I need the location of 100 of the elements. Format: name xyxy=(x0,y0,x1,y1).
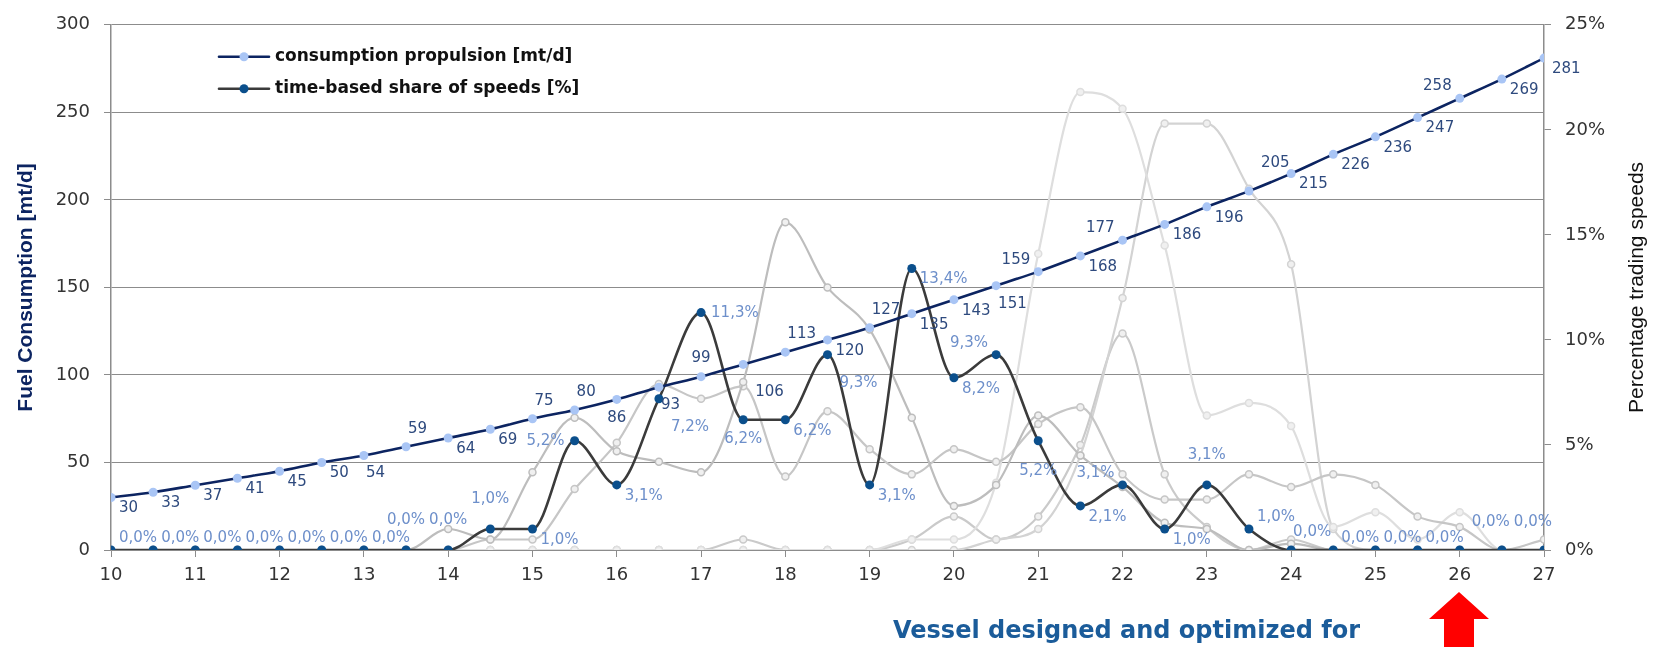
data-label: 0,0% xyxy=(161,527,200,546)
data-label: 64 xyxy=(456,438,476,457)
y2-axis-title: Percentage trading speeds xyxy=(1623,161,1647,413)
data-label: 0,0% xyxy=(1293,521,1332,540)
data-label: 196 xyxy=(1214,207,1244,226)
y-axis-title: Fuel Consumption [mt/d] xyxy=(13,163,37,412)
data-label: 0,0% xyxy=(287,527,326,546)
data-label: 0,0% xyxy=(371,527,410,546)
data-label: 1,0% xyxy=(1172,529,1211,548)
data-label: 11,3% xyxy=(711,302,759,321)
x-tick-label: 13 xyxy=(352,563,376,585)
data-label: 151 xyxy=(998,293,1027,312)
data-label: 0,0% xyxy=(203,527,242,546)
x-tick-label: 20 xyxy=(942,563,966,585)
data-label: 113 xyxy=(787,324,816,343)
data-label: 168 xyxy=(1088,256,1118,275)
x-tick-label: 15 xyxy=(521,563,544,585)
data-label: 258 xyxy=(1423,76,1452,95)
data-label: 186 xyxy=(1172,225,1202,244)
data-label: 9,3% xyxy=(949,332,989,351)
data-label: 281 xyxy=(1552,58,1581,77)
y-tick-label: 100 xyxy=(55,362,90,384)
x-tick-label: 10 xyxy=(99,563,123,585)
data-label: 2,1% xyxy=(1088,506,1127,525)
data-label: 0,0% xyxy=(1471,511,1510,530)
y-tick-label: 150 xyxy=(55,275,90,297)
data-label: 3,1% xyxy=(1076,462,1115,481)
data-label: 30 xyxy=(119,498,139,517)
data-label: 0,0% xyxy=(1341,527,1380,546)
x-tick-label: 17 xyxy=(689,563,713,585)
y2-tick-label: 5% xyxy=(1565,432,1594,454)
data-label: 143 xyxy=(961,300,991,319)
data-label: 247 xyxy=(1425,118,1455,137)
data-label: 80 xyxy=(576,381,596,400)
x-tick-label: 16 xyxy=(605,563,629,585)
y-tick-label: 50 xyxy=(67,450,90,472)
y-tick-label: 250 xyxy=(55,100,90,122)
data-label: 45 xyxy=(287,472,307,491)
x-tick-label: 24 xyxy=(1279,563,1303,585)
data-label: 236 xyxy=(1383,137,1413,156)
x-tick-label: 12 xyxy=(268,563,292,585)
x-tick-label: 11 xyxy=(183,563,207,585)
data-label: 0,0% xyxy=(429,509,468,528)
data-label: 205 xyxy=(1260,153,1290,171)
data-label: 215 xyxy=(1299,174,1328,193)
data-label: 41 xyxy=(245,479,265,498)
x-tick-label: 18 xyxy=(773,563,797,585)
data-label: 3,1% xyxy=(1187,444,1226,463)
data-label: 6,2% xyxy=(724,428,763,447)
data-label: 86 xyxy=(607,408,627,427)
y-tick-label: 200 xyxy=(55,187,90,209)
data-label: 9,3% xyxy=(839,372,878,391)
y2-tick-label: 20% xyxy=(1565,117,1606,139)
data-label: 99 xyxy=(691,347,711,366)
x-tick-label: 23 xyxy=(1195,563,1219,585)
data-label: 127 xyxy=(871,299,901,318)
data-label: 226 xyxy=(1341,155,1370,174)
y2-tick-label: 15% xyxy=(1565,222,1606,244)
legend-label: consumption propulsion [mt/d] xyxy=(275,45,573,66)
x-tick-label: 22 xyxy=(1111,563,1134,585)
data-label: 6,2% xyxy=(793,420,832,439)
y-tick-label: 300 xyxy=(55,12,90,34)
data-label: 93 xyxy=(660,395,681,414)
data-label: 0,0% xyxy=(1425,527,1464,546)
data-label: 3,1% xyxy=(877,485,916,504)
data-label: 1,0% xyxy=(1256,506,1296,525)
x-tick-label: 26 xyxy=(1448,563,1472,585)
data-label: 0,0% xyxy=(329,527,368,546)
data-label: 0,0% xyxy=(1383,527,1422,546)
data-label: 50 xyxy=(329,463,349,482)
data-label: 69 xyxy=(498,430,518,449)
x-tick-label: 19 xyxy=(858,563,882,585)
data-label: 13,4% xyxy=(919,269,968,288)
y-tick-label: 0 xyxy=(78,537,90,559)
data-label: 0,0% xyxy=(386,509,426,528)
data-label: 54 xyxy=(365,463,385,482)
data-label: 106 xyxy=(755,382,784,401)
data-label: 8,2% xyxy=(961,378,1001,397)
data-label: 3,1% xyxy=(624,485,663,504)
data-label: 177 xyxy=(1085,218,1115,237)
data-label: 159 xyxy=(1001,249,1031,268)
x-tick-label: 27 xyxy=(1532,563,1556,585)
text: Vessel designed and optimized for xyxy=(893,616,1361,644)
data-label: 59 xyxy=(408,418,428,437)
data-label: 5,2% xyxy=(526,430,565,449)
data-label: 120 xyxy=(835,340,865,359)
x-tick-label: 25 xyxy=(1363,563,1387,585)
data-label: 269 xyxy=(1509,79,1539,98)
data-label: 1,0% xyxy=(471,488,510,507)
x-tick-label: 21 xyxy=(1026,563,1050,585)
data-label: 1,0% xyxy=(540,529,579,548)
data-label: 0,0% xyxy=(245,527,284,546)
y2-tick-label: 0% xyxy=(1565,537,1594,559)
data-label: 37 xyxy=(203,486,223,505)
data-label: 0,0% xyxy=(119,527,158,546)
data-label: 75 xyxy=(534,390,554,409)
y2-tick-label: 10% xyxy=(1565,327,1606,349)
legend-label: time-based share of speeds [%] xyxy=(275,77,580,98)
data-label: 33 xyxy=(161,493,181,512)
data-label: 7,2% xyxy=(670,416,710,435)
